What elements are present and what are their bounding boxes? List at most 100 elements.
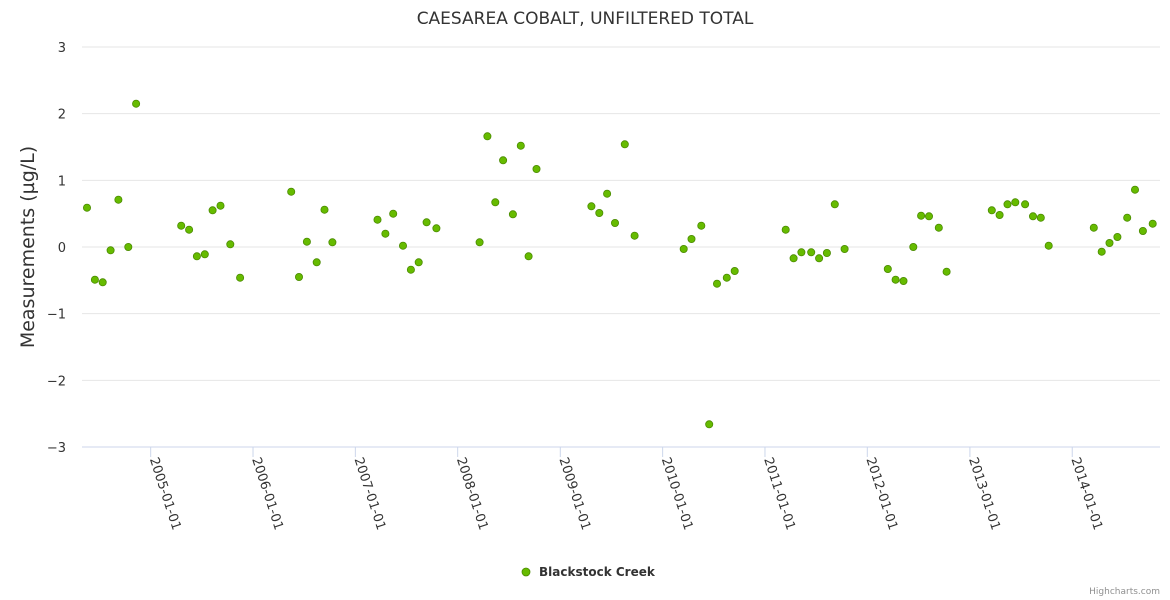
data-point[interactable] [603,189,612,198]
data-point[interactable] [1044,241,1053,250]
data-point[interactable] [532,164,541,173]
data-point[interactable] [491,198,500,207]
data-point[interactable] [1148,219,1157,228]
data-point[interactable] [822,248,831,257]
data-point[interactable] [302,237,311,246]
series-blackstock-creek[interactable] [83,99,1157,429]
x-axis-labels: 2005-01-01 2006-01-01 2007-01-01 2008-01-01… [146,447,1105,532]
data-point[interactable] [422,218,431,227]
data-point[interactable] [508,210,517,219]
data-point[interactable] [807,248,816,257]
data-point[interactable] [389,209,398,218]
x-tick-label: 2014-01-01 [1067,456,1105,532]
data-point[interactable] [287,187,296,196]
data-point[interactable] [236,273,245,282]
data-point[interactable] [83,203,92,212]
data-point[interactable] [815,254,824,263]
data-point[interactable] [1097,247,1106,256]
data-point[interactable] [177,221,186,230]
data-point[interactable] [942,267,951,276]
data-point[interactable] [1036,213,1045,222]
data-point[interactable] [630,231,639,240]
data-point[interactable] [381,229,390,238]
y-tick-label: 1 [58,174,66,189]
legend[interactable]: Blackstock Creek [521,565,656,579]
data-point[interactable] [373,215,382,224]
data-point[interactable] [1029,212,1038,221]
data-point[interactable] [909,242,918,251]
grid [82,46,1160,381]
data-point[interactable] [192,252,201,261]
data-point[interactable] [1138,226,1147,235]
data-point[interactable] [294,272,303,281]
data-point[interactable] [925,212,934,221]
data-point[interactable] [679,244,688,253]
data-point[interactable] [398,241,407,250]
data-point[interactable] [1113,232,1122,241]
data-point[interactable] [114,195,123,204]
data-point[interactable] [730,266,739,275]
x-tick-label: 2009-01-01 [555,456,593,532]
data-point[interactable] [917,211,926,220]
legend-item-label[interactable]: Blackstock Creek [539,565,656,579]
data-point[interactable] [208,206,217,215]
data-point[interactable] [840,244,849,253]
y-axis-labels: −3 −2 −1 0 1 2 3 [47,41,66,456]
data-point[interactable] [226,240,235,249]
data-point[interactable] [995,210,1004,219]
data-point[interactable] [90,275,99,284]
legend-marker[interactable] [521,567,531,577]
data-point[interactable] [320,205,329,214]
data-point[interactable] [899,276,908,285]
data-point[interactable] [524,252,533,261]
data-point[interactable] [722,273,731,282]
data-point[interactable] [185,225,194,234]
data-point[interactable] [216,201,225,210]
y-tick-label: −1 [47,308,66,323]
data-point[interactable] [1021,200,1030,209]
data-point[interactable] [883,264,892,273]
y-tick-label: −3 [47,441,66,456]
data-point[interactable] [499,156,508,165]
data-point[interactable] [312,258,321,267]
credits-link[interactable]: Highcharts.com [1089,587,1160,597]
x-tick-label: 2011-01-01 [760,456,798,532]
y-tick-label: 0 [58,241,66,256]
data-point[interactable] [595,208,604,217]
data-point[interactable] [132,99,141,108]
data-point[interactable] [432,224,441,233]
data-point[interactable] [328,238,337,247]
data-point[interactable] [406,265,415,274]
data-point[interactable] [934,223,943,232]
data-point[interactable] [124,242,133,251]
data-point[interactable] [781,225,790,234]
x-tick-label: 2005-01-01 [146,456,184,532]
data-point[interactable] [106,246,115,255]
data-point[interactable] [1003,200,1012,209]
data-point[interactable] [98,278,107,287]
data-point[interactable] [200,250,209,259]
data-point[interactable] [587,202,596,211]
data-point[interactable] [1131,185,1140,194]
data-point[interactable] [687,234,696,243]
data-point[interactable] [797,248,806,257]
data-point[interactable] [611,218,620,227]
data-point[interactable] [1123,213,1132,222]
data-point[interactable] [516,141,525,150]
data-point[interactable] [475,238,484,247]
data-point[interactable] [483,132,492,141]
data-point[interactable] [987,206,996,215]
data-point[interactable] [713,279,722,288]
data-point[interactable] [620,140,629,149]
data-point[interactable] [697,221,706,230]
data-point[interactable] [830,200,839,209]
x-tick-label: 2012-01-01 [862,456,900,532]
data-point[interactable] [789,254,798,263]
data-point[interactable] [891,275,900,284]
data-point[interactable] [414,258,423,267]
data-point[interactable] [1105,238,1114,247]
data-point[interactable] [705,420,714,429]
data-point[interactable] [1089,223,1098,232]
data-point[interactable] [1011,198,1020,207]
